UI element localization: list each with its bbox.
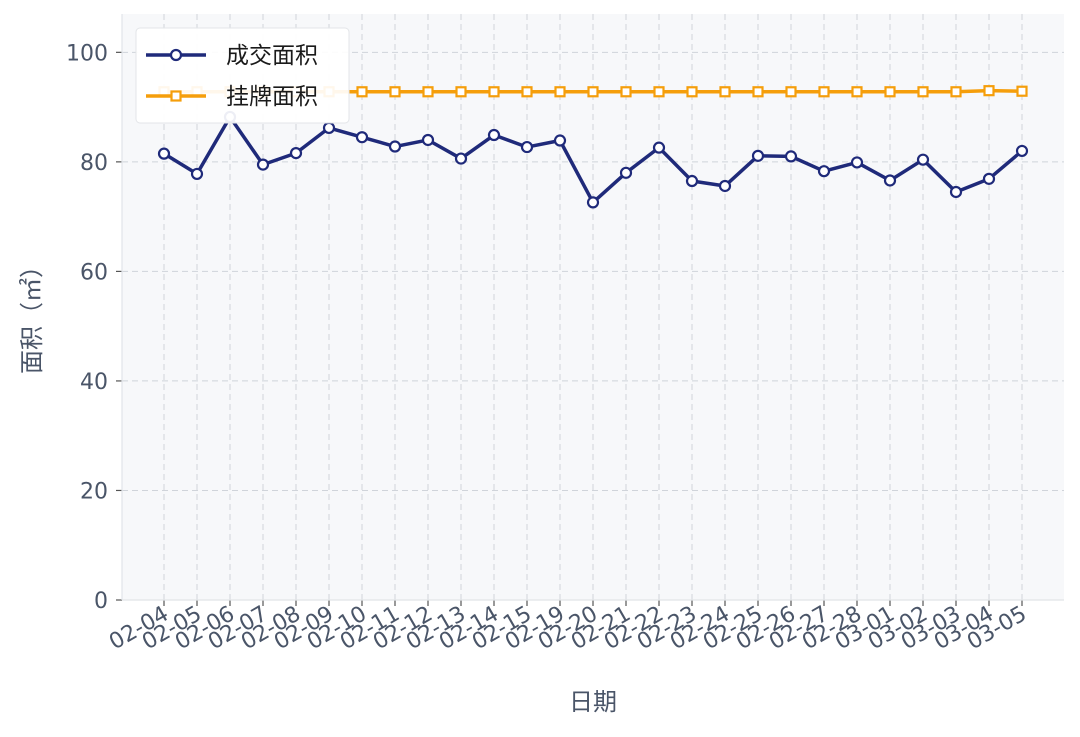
data-point [157,147,171,160]
series [157,85,1029,209]
y-tick-label: 0 [94,589,108,614]
legend-label: 成交面积 [226,43,318,69]
data-point [620,86,632,98]
legend-marker [169,48,183,62]
data-point [884,86,896,98]
legend-label: 挂牌面积 [226,84,318,110]
legend-box [135,27,350,124]
data-point [422,86,434,98]
data-point [521,86,533,98]
data-point [686,86,698,98]
data-point [983,85,995,97]
data-point [917,86,929,98]
legend-item: 成交面积 [146,43,318,69]
data-point [850,156,864,169]
data-point [355,131,369,144]
data-point [322,121,336,135]
legend-item: 挂牌面积 [146,84,318,110]
data-point [982,172,996,185]
grid-lines [122,14,1064,601]
data-point [488,86,500,98]
data-point [719,86,731,98]
data-point [388,140,402,153]
data-point [454,152,468,165]
data-point [752,86,764,98]
data-point [949,185,963,199]
data-point [817,165,831,178]
data-point [554,86,566,98]
data-point [356,86,368,98]
series-1 [157,110,1029,209]
data-point [685,174,699,188]
data-point [487,128,501,142]
data-point [520,140,534,154]
data-point [785,86,797,98]
data-point [389,86,401,98]
data-point [289,147,303,160]
y-axis-title: 面积（㎡） [18,254,46,374]
x-axis-title: 日期 [569,688,617,716]
data-point [818,86,830,98]
data-point [586,196,600,209]
data-point [653,86,665,98]
data-point [1015,144,1029,158]
data-point [851,86,863,98]
y-tick-label: 40 [80,370,108,395]
y-tick-label: 20 [80,479,108,504]
data-point [553,134,567,147]
data-point [256,158,270,171]
y-tick-label: 100 [66,41,108,66]
data-point [916,153,930,166]
data-point [190,167,204,181]
data-point [718,179,732,193]
data-point [587,86,599,98]
legend-marker [170,90,182,102]
data-point [883,174,897,187]
data-point [455,86,467,98]
data-point [784,150,798,163]
data-point [619,166,633,179]
data-point [421,133,435,147]
y-tick-label: 60 [80,260,108,285]
y-tick-label: 80 [80,151,108,176]
data-point [1016,85,1028,97]
series-2 [158,85,1028,98]
data-point [751,149,765,162]
data-point [950,86,962,98]
data-point [652,141,666,154]
